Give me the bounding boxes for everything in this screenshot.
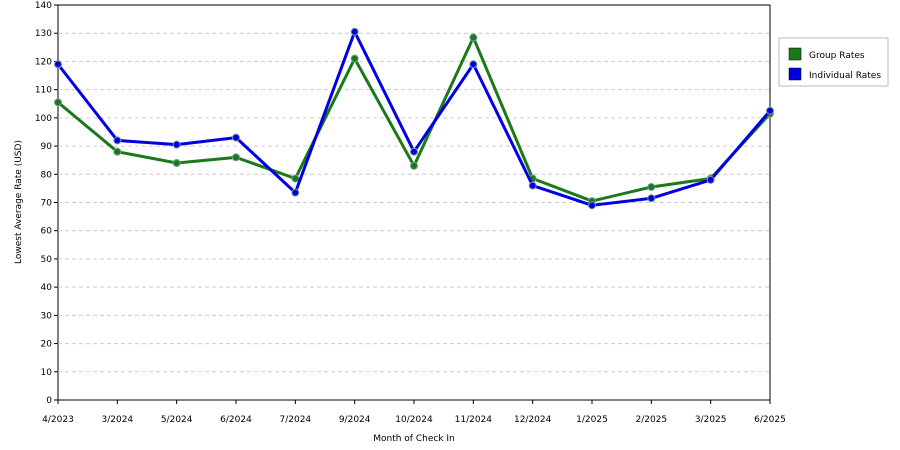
point (113, 136, 122, 145)
point (588, 201, 596, 210)
x-tick-label: 11/2024 (455, 415, 493, 425)
x-tick-label: 12/2024 (514, 415, 552, 425)
y-tick-label: 130 (35, 29, 52, 39)
point (291, 188, 300, 197)
x-tick-label: 10/2024 (395, 415, 433, 425)
point (113, 147, 122, 156)
point (54, 98, 62, 107)
point (232, 153, 240, 162)
y-tick-label: 140 (35, 1, 52, 11)
x-tick-label: 6/2024 (220, 415, 252, 425)
x-tick-label: 3/2024 (101, 415, 133, 425)
plot-area (57, 4, 771, 401)
y-tick-label: 20 (41, 340, 53, 350)
y-tick-label: 80 (41, 170, 53, 180)
point (291, 174, 300, 183)
y-tick-label: 40 (41, 283, 53, 293)
legend-swatch (788, 47, 802, 61)
y-tick-label: 50 (41, 255, 53, 265)
point (647, 182, 656, 191)
x-tick-label: 5/2024 (161, 415, 193, 425)
y-tick-label: 0 (46, 396, 52, 406)
y-tick-label: 100 (35, 114, 52, 124)
point (54, 60, 62, 69)
legend-label: Individual Rates (809, 71, 881, 81)
legend-swatch (788, 67, 802, 81)
point (706, 175, 715, 184)
x-tick-label: 7/2024 (279, 415, 311, 425)
y-tick-label: 110 (35, 86, 52, 96)
y-tick-label: 90 (41, 142, 53, 152)
point (766, 106, 774, 115)
y-tick-label: 120 (35, 57, 52, 67)
x-tick-label: 9/2024 (339, 415, 371, 425)
point (232, 133, 240, 142)
point (469, 33, 478, 42)
y-tick-label: 70 (41, 199, 53, 209)
point (469, 60, 478, 69)
y-tick-label: 60 (41, 227, 53, 237)
point (172, 159, 181, 167)
x-tick-label: 1/2025 (576, 415, 608, 425)
x-tick-label: 3/2025 (695, 415, 727, 425)
point (410, 147, 418, 156)
point (528, 181, 537, 190)
x-tick-label: 4/2023 (42, 415, 74, 425)
point (172, 140, 181, 149)
point (647, 194, 656, 203)
legend-label: Group Rates (809, 51, 865, 61)
point (410, 161, 418, 170)
x-axis-label: Month of Check In (373, 434, 455, 444)
point (350, 27, 359, 36)
point (350, 54, 359, 63)
y-axis-label: Lowest Average Rate (USD) (14, 140, 24, 264)
y-tick-label: 30 (41, 311, 53, 321)
x-tick-label: 2/2025 (635, 415, 667, 425)
y-tick-label: 10 (41, 368, 53, 378)
x-tick-label: 6/2025 (754, 415, 786, 425)
